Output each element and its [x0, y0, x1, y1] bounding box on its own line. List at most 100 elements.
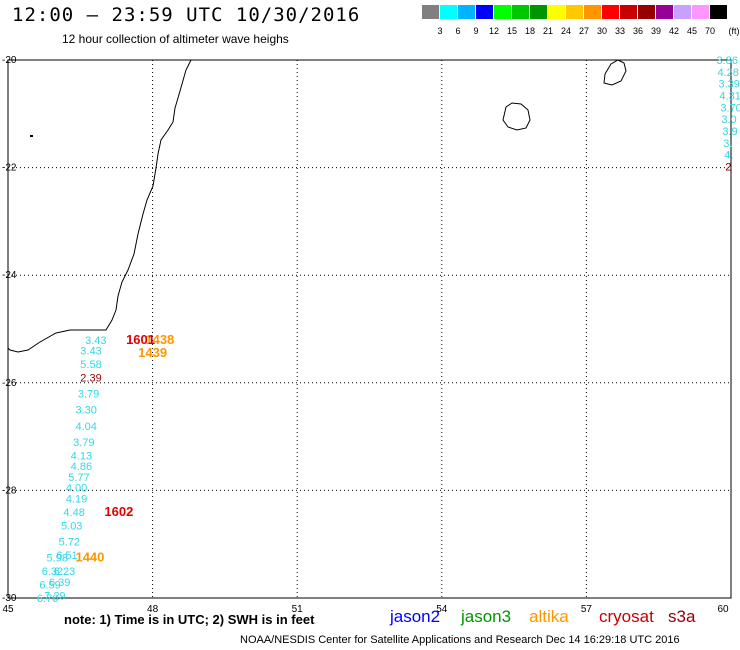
wave-height-label: 3.70 — [720, 102, 740, 114]
lat-tick-label: -24 — [2, 270, 17, 281]
legend-swatch — [674, 5, 691, 19]
legend-swatch — [638, 5, 655, 19]
wave-height-label: 6.23 — [54, 566, 75, 578]
chart-subtitle: 12 hour collection of altimeter wave hei… — [62, 32, 289, 46]
wave-height-label: 5.03 — [61, 520, 82, 532]
wave-height-label: 3.9 — [722, 126, 737, 138]
wave-height-label: 1602 — [104, 504, 133, 519]
lat-tick-label: -26 — [2, 378, 17, 389]
wave-height-label: 5.77 — [68, 472, 89, 484]
wave-height-label: 5.72 — [59, 537, 80, 549]
lon-tick-label: 60 — [717, 604, 729, 615]
wave-height-label: 4. — [724, 150, 733, 162]
legend-swatch — [476, 5, 493, 19]
grid-lines — [8, 60, 731, 598]
wave-height-label: 6.39 — [49, 577, 70, 589]
legend-swatch — [440, 5, 457, 19]
wave-height-label: 3.0 — [721, 114, 736, 126]
legend-swatch — [602, 5, 619, 19]
legend-swatch — [566, 5, 583, 19]
lat-tick-label: -30 — [2, 593, 17, 604]
axis-labels: 45 48 51 54 57 60 -20 -22 -24 -26 -28 -30 — [2, 55, 729, 615]
legend-tick: 42 — [668, 26, 679, 36]
wave-height-label: 4.86 — [71, 461, 92, 473]
legend-tick: 39 — [650, 26, 661, 36]
legend-tick: 12 — [488, 26, 499, 36]
wave-height-label: 5.58 — [80, 359, 101, 371]
lat-tick-label: -22 — [2, 163, 17, 174]
lat-tick-label: -28 — [2, 485, 17, 496]
wave-height-label: 4.31 — [719, 91, 740, 103]
legend-swatch — [530, 5, 547, 19]
satellite-legend-altika: altika — [529, 607, 569, 626]
reunion-island — [502, 102, 531, 131]
satellite-legend-jason3: jason3 — [461, 607, 512, 626]
legend-unit: (ft) — [728, 26, 740, 36]
legend-swatch — [422, 5, 439, 19]
wave-height-label: 1438 — [145, 332, 174, 347]
legend-tick: 15 — [506, 26, 517, 36]
legend-swatch — [512, 5, 529, 19]
footer-credit: NOAA/NESDIS Center for Satellite Applica… — [240, 634, 680, 646]
legend-swatch — [710, 5, 727, 19]
wave-height-label: 4.00 — [66, 483, 87, 495]
legend-tick: 33 — [614, 26, 625, 36]
legend-swatch — [584, 5, 601, 19]
wave-height-label: 6.59 — [39, 580, 60, 592]
wave-height-label: 5.98 — [47, 553, 68, 565]
wave-height-label: 1601 — [126, 332, 155, 347]
lon-tick-label: 45 — [2, 604, 14, 615]
wave-height-label: 4.28 — [718, 67, 739, 79]
satellite-legend-s3a: s3a — [668, 607, 696, 626]
wave-height-label: 6.70 — [37, 593, 58, 605]
wave-height-label: 3. — [723, 138, 732, 150]
wave-height-label: 3.79 — [78, 389, 99, 401]
legend-tick: 3 — [437, 26, 443, 36]
lon-tick-label: 57 — [581, 604, 593, 615]
legend-tick: 18 — [524, 26, 535, 36]
legend-tick: 30 — [596, 26, 607, 36]
legend-swatch — [656, 5, 673, 19]
satellite-legend-cryosat: cryosat — [599, 607, 654, 626]
wave-height-label: 6.51 — [56, 550, 77, 562]
wave-height-label: 2.39 — [80, 372, 101, 384]
mauritius-island — [603, 59, 627, 86]
observation-labels: 3.433.435.582.393.793.304.043.794.134.86… — [37, 55, 740, 605]
legend-tick: 45 — [686, 26, 697, 36]
wave-height-label: 3.43 — [85, 335, 106, 347]
wave-height-label: 3.39 — [718, 79, 739, 91]
lat-tick-label: -20 — [2, 55, 17, 66]
note-text: note: 1) Time is in UTC; 2) SWH is in fe… — [64, 612, 315, 627]
wave-height-label: 4.48 — [63, 507, 84, 519]
map-frame — [7, 59, 732, 599]
wave-height-label: 3.79 — [73, 437, 94, 449]
legend-tick: 36 — [632, 26, 643, 36]
legend-swatch — [548, 5, 565, 19]
legend-swatch — [620, 5, 637, 19]
legend-tick: 70 — [704, 26, 715, 36]
wave-height-label: 3.86 — [717, 55, 738, 67]
wave-height-label: 4.04 — [75, 421, 96, 433]
wave-height-label: 2 — [725, 162, 731, 174]
wave-height-label: 7.29 — [44, 590, 65, 602]
chart-title: 12:00 – 23:59 UTC 10/30/2016 — [12, 4, 361, 26]
wave-height-label: 4.13 — [71, 450, 92, 462]
legend-tick: 21 — [542, 26, 553, 36]
wave-height-label: 3.43 — [80, 346, 101, 358]
legend-swatch — [458, 5, 475, 19]
legend-tick: 27 — [578, 26, 589, 36]
legend-swatch — [692, 5, 709, 19]
madagascar-coastline — [7, 59, 192, 353]
legend-tick: 6 — [455, 26, 461, 36]
legend-tick: 9 — [473, 26, 479, 36]
wave-height-label: 6.32 — [42, 566, 63, 578]
lon-tick-label: 54 — [436, 604, 448, 615]
legend-swatch — [494, 5, 511, 19]
lon-tick-label: 48 — [147, 604, 159, 615]
lon-tick-label: 51 — [292, 604, 304, 615]
wave-height-label: 1440 — [75, 550, 104, 565]
wave-height-label: 4.19 — [66, 493, 87, 505]
wave-height-label: 1439 — [138, 345, 167, 360]
legend-tick: 24 — [560, 26, 571, 36]
